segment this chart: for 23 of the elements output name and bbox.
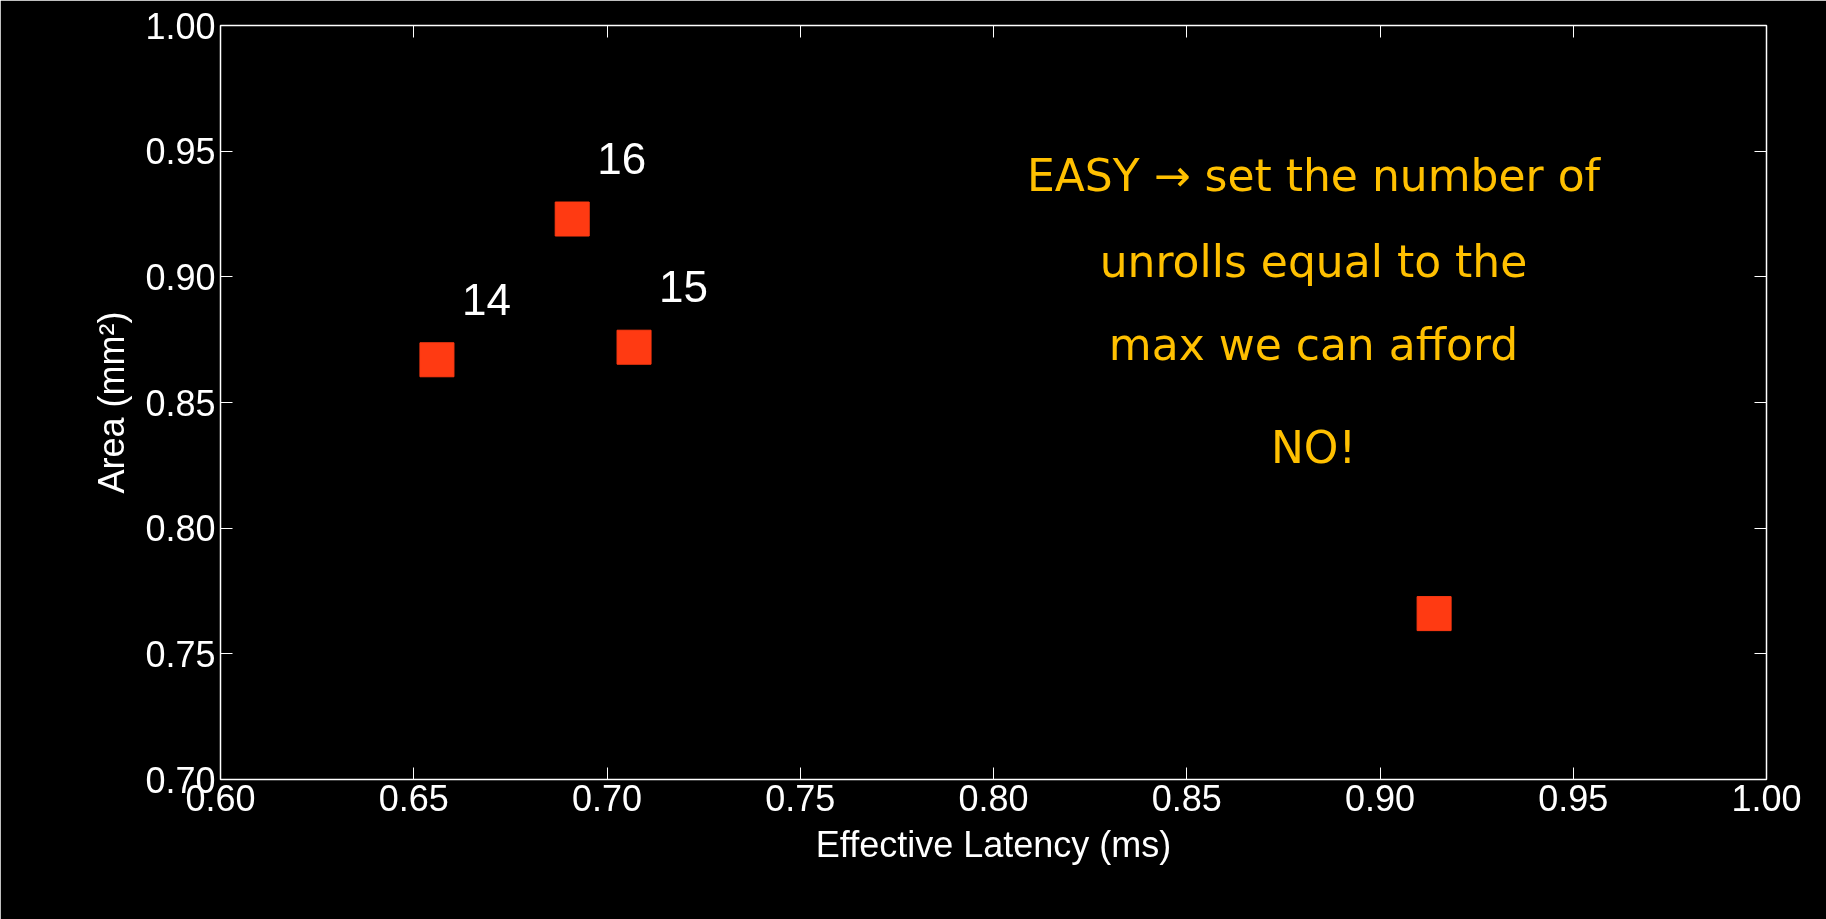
x-tick-label: 0.95 — [1538, 777, 1609, 819]
y-tick-label: 0.80 — [145, 508, 216, 550]
annotation: NO! — [1270, 421, 1357, 473]
y-tick-label: 1.00 — [145, 5, 216, 47]
annotation: unrolls equal to the — [1099, 235, 1528, 287]
y-axis-title: Area (mm²) — [91, 311, 133, 494]
annotation: EASY → set the number of — [1026, 150, 1602, 202]
annotation: 15 — [659, 262, 709, 312]
x-axis-title: Effective Latency (ms) — [815, 823, 1172, 865]
y-tick-label: 0.75 — [145, 633, 216, 675]
annotation: 16 — [597, 134, 647, 184]
y-tick-label: 0.85 — [145, 382, 216, 424]
x-tick-label: 0.70 — [571, 777, 643, 819]
x-tick-label: 1.00 — [1731, 777, 1802, 819]
y-tick-label: 0.90 — [145, 256, 216, 298]
x-tick-label: 0.75 — [765, 777, 836, 819]
y-tick-label: 0.95 — [145, 131, 216, 173]
annotation: max we can afford — [1108, 318, 1519, 370]
x-tick-label: 0.90 — [1344, 777, 1416, 819]
x-tick-label: 0.65 — [378, 777, 449, 819]
annotation: 14 — [461, 274, 511, 324]
x-tick-label: 0.85 — [1151, 777, 1222, 819]
x-tick-label: 0.80 — [958, 777, 1029, 819]
